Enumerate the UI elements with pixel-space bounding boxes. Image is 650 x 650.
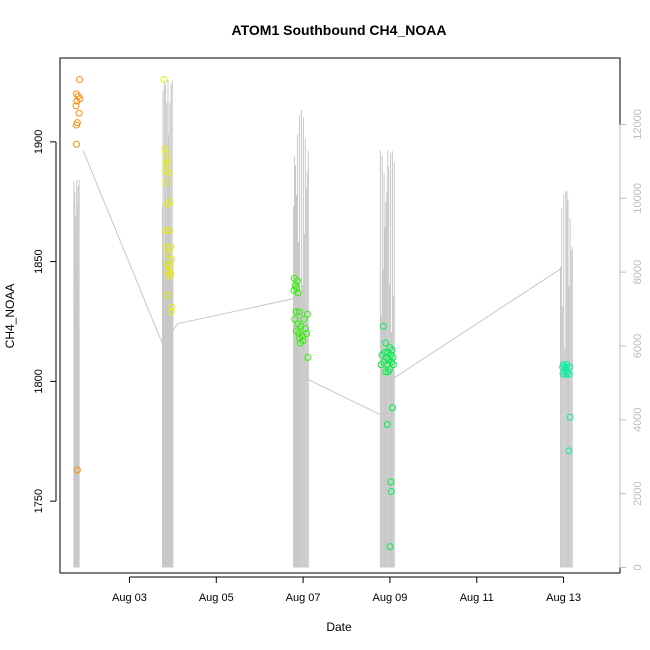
y2-tick-label: 4000: [632, 408, 644, 432]
data-point: [73, 466, 81, 474]
data-point: [168, 303, 176, 311]
data-point: [296, 339, 304, 347]
data-point: [301, 325, 309, 333]
data-point: [75, 109, 83, 117]
y2-tick-label: 10000: [632, 183, 644, 214]
data-point: [295, 308, 303, 316]
data-point: [76, 76, 84, 84]
y-tick-label: 1800: [33, 369, 45, 393]
data-point: [382, 368, 390, 376]
x-tick-label: Aug 03: [112, 592, 147, 604]
data-point: [566, 363, 574, 371]
data-point: [303, 310, 311, 318]
data-point: [296, 334, 304, 342]
data-point: [386, 543, 394, 551]
data-point: [162, 150, 170, 158]
data-point: [295, 329, 303, 337]
y2-tick-label: 2000: [632, 481, 644, 505]
y2-axis: 0 2000 4000 6000 8000 10000 12000: [619, 109, 644, 571]
data-point: [165, 226, 173, 234]
data-point: [559, 363, 567, 371]
y-tick-label: 1750: [33, 489, 45, 513]
data-point: [562, 370, 570, 378]
data-point: [167, 243, 175, 251]
data-point: [300, 315, 308, 323]
y2-tick-label: 0: [632, 564, 644, 570]
data-point: [387, 488, 395, 496]
data-point: [389, 404, 397, 412]
data-point: [382, 339, 390, 347]
data-point: [166, 198, 174, 206]
x-tick-label: Aug 05: [199, 592, 234, 604]
data-point: [164, 260, 172, 268]
data-point: [384, 368, 392, 376]
data-point: [389, 361, 397, 369]
data-point: [379, 322, 387, 330]
chart-title: ATOM1 Southbound CH4_NOAA: [232, 22, 447, 38]
data-point: [72, 121, 80, 129]
data-point: [165, 169, 173, 177]
data-point: [162, 243, 170, 251]
y2-tick-label: 6000: [632, 334, 644, 358]
plot-frame: [59, 57, 621, 574]
x-tick-label: Aug 13: [546, 592, 581, 604]
data-point: [165, 272, 173, 280]
data-point: [294, 289, 302, 297]
data-point: [291, 315, 299, 323]
data-point: [292, 308, 300, 316]
data-point: [162, 179, 170, 187]
data-point: [168, 255, 176, 263]
data-point: [383, 420, 391, 428]
data-point: [165, 250, 173, 258]
data-point: [160, 76, 168, 84]
altitude-profiles: [73, 80, 573, 568]
data-point: [163, 291, 171, 299]
altitude-transit-line: [82, 150, 562, 417]
data-point: [290, 286, 298, 294]
y2-tick-label: 12000: [632, 109, 644, 140]
data-point: [387, 478, 395, 486]
x-tick-label: Aug 11: [460, 592, 494, 604]
data-point: [162, 159, 170, 167]
x-tick-label: Aug 09: [372, 592, 407, 604]
data-point: [566, 413, 574, 421]
x-tick-label: Aug 07: [286, 592, 321, 604]
data-point: [164, 200, 172, 208]
data-point: [293, 327, 301, 335]
y-tick-label: 1850: [33, 249, 45, 273]
data-point: [304, 353, 312, 361]
ch4-points: [72, 76, 574, 551]
data-point: [73, 97, 81, 105]
data-point: [161, 145, 169, 153]
x-axis-label: Date: [326, 620, 352, 634]
x-axis: Aug 03 Aug 05 Aug 07 Aug 09 Aug 11 Aug 13: [112, 576, 581, 604]
data-point: [167, 308, 175, 316]
y-tick-label: 1900: [33, 130, 45, 154]
data-point: [565, 370, 573, 378]
y2-tick-label: 8000: [632, 260, 644, 284]
y-axis-label: CH4_NOAA: [3, 284, 17, 349]
data-point: [72, 102, 80, 110]
data-point: [72, 140, 80, 148]
data-point: [161, 226, 169, 234]
data-point: [166, 262, 174, 270]
data-point: [565, 447, 573, 455]
y-axis: 1750 1800 1850 1900: [33, 130, 57, 513]
